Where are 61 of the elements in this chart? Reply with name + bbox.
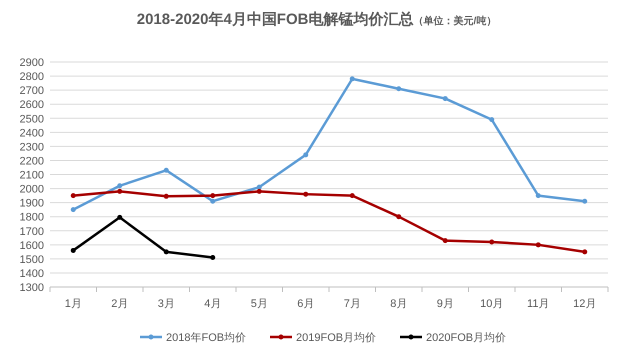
point: [210, 193, 216, 198]
x-tick-label: 5月: [250, 298, 268, 310]
y-tick-label: 2000: [20, 184, 44, 196]
y-tick-label: 2400: [20, 127, 44, 140]
x-tick-label: 8月: [390, 298, 408, 310]
point: [210, 254, 216, 260]
point: [303, 152, 308, 158]
legend-label: 2019FOB月均价: [296, 332, 376, 344]
point: [582, 198, 588, 204]
chart-subtitle: （单位：美元/吨）: [413, 15, 496, 27]
point: [117, 214, 122, 220]
point: [489, 240, 494, 244]
point: [117, 188, 122, 194]
point: [164, 194, 169, 199]
y-tick-label: 2600: [20, 99, 44, 112]
point: [256, 188, 262, 194]
point: [582, 249, 588, 254]
point: [303, 192, 308, 197]
point: [117, 183, 122, 188]
point: [164, 168, 169, 173]
x-tick-label: 10月: [480, 298, 504, 310]
point: [442, 96, 448, 102]
legend-label: 2020FOB月均价: [426, 332, 506, 344]
y-tick-label: 1300: [20, 282, 44, 294]
point: [164, 249, 169, 254]
point: [70, 248, 76, 253]
x-tick-label: 7月: [344, 298, 361, 310]
y-tick-label: 2300: [20, 141, 44, 154]
y-tick-label: 1800: [20, 212, 44, 224]
y-tick-label: 1500: [20, 254, 44, 266]
y-tick-label: 1400: [20, 268, 44, 280]
point: [256, 184, 262, 190]
x-tick-label: 11月: [527, 298, 550, 310]
point: [350, 193, 355, 198]
y-tick-label: 1900: [20, 198, 44, 210]
point: [70, 207, 76, 212]
x-tick-label: 12月: [573, 298, 596, 310]
y-tick-label: 1600: [20, 240, 44, 252]
y-tick-label: 2100: [20, 170, 44, 182]
point: [489, 117, 494, 122]
legend-label: 2018年FOB均价: [166, 332, 246, 344]
point: [536, 193, 541, 198]
x-tick-label: 3月: [158, 298, 175, 310]
point: [442, 238, 448, 244]
y-tick-label: 2700: [20, 85, 44, 98]
point: [396, 214, 402, 220]
x-tick-label: 9月: [436, 298, 454, 310]
x-tick-label: 1月: [64, 298, 82, 310]
point: [396, 86, 402, 92]
y-tick-label: 2200: [20, 155, 44, 168]
point: [536, 242, 541, 248]
y-tick-label: 2900: [20, 57, 44, 69]
point: [210, 198, 216, 204]
y-tick-label: 2500: [20, 113, 44, 126]
point: [70, 193, 76, 198]
x-tick-label: 2月: [111, 298, 128, 310]
y-tick-label: 2800: [20, 71, 44, 84]
y-tick-label: 1700: [20, 226, 44, 238]
x-tick-label: 4月: [204, 298, 222, 310]
x-tick-label: 6月: [297, 298, 314, 310]
point: [350, 76, 355, 82]
